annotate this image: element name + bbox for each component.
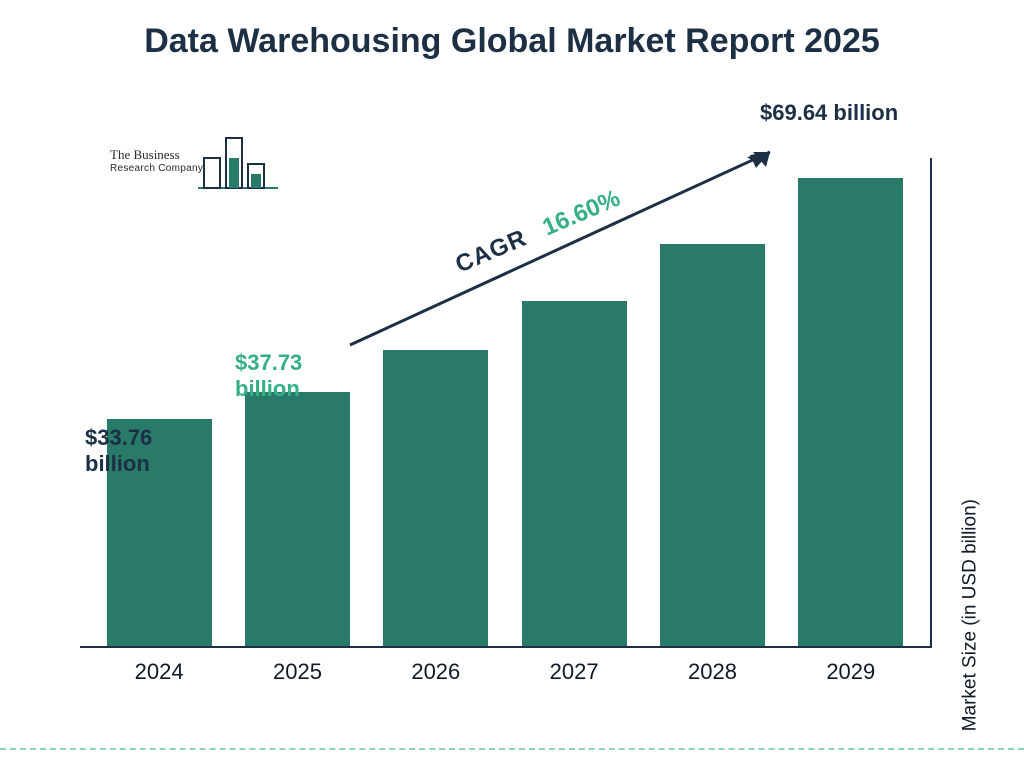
x-axis-line — [80, 646, 930, 648]
bar — [383, 350, 488, 646]
x-tick-label: 2025 — [245, 659, 350, 685]
bar — [522, 301, 627, 646]
value-label-2029-text: $69.64 billion — [760, 100, 898, 125]
value-label-2025-unit: billion — [235, 376, 302, 402]
bar — [798, 178, 903, 646]
x-tick-label: 2027 — [522, 659, 627, 685]
x-ticks-container: 2024 2025 2026 2027 2028 2029 — [80, 659, 930, 685]
bars-container — [80, 156, 930, 646]
x-tick-label: 2026 — [383, 659, 488, 685]
value-label-2025: $37.73 billion — [235, 350, 302, 403]
value-label-2029: $69.64 billion — [760, 100, 898, 126]
bottom-dashed-line — [0, 748, 1024, 750]
x-tick-label: 2028 — [660, 659, 765, 685]
chart-title: Data Warehousing Global Market Report 20… — [0, 0, 1024, 63]
y-axis-label: Market Size (in USD billion) — [959, 499, 981, 731]
x-tick-label: 2029 — [798, 659, 903, 685]
value-label-2024-amount: $33.76 — [85, 425, 152, 451]
chart-area: The Business Research Company Market Siz… — [80, 120, 930, 690]
value-label-2024-unit: billion — [85, 451, 152, 477]
bar — [660, 244, 765, 646]
value-label-2025-amount: $37.73 — [235, 350, 302, 376]
y-axis-line — [930, 158, 932, 648]
bar — [245, 392, 350, 646]
value-label-2024: $33.76 billion — [85, 425, 152, 478]
x-tick-label: 2024 — [107, 659, 212, 685]
